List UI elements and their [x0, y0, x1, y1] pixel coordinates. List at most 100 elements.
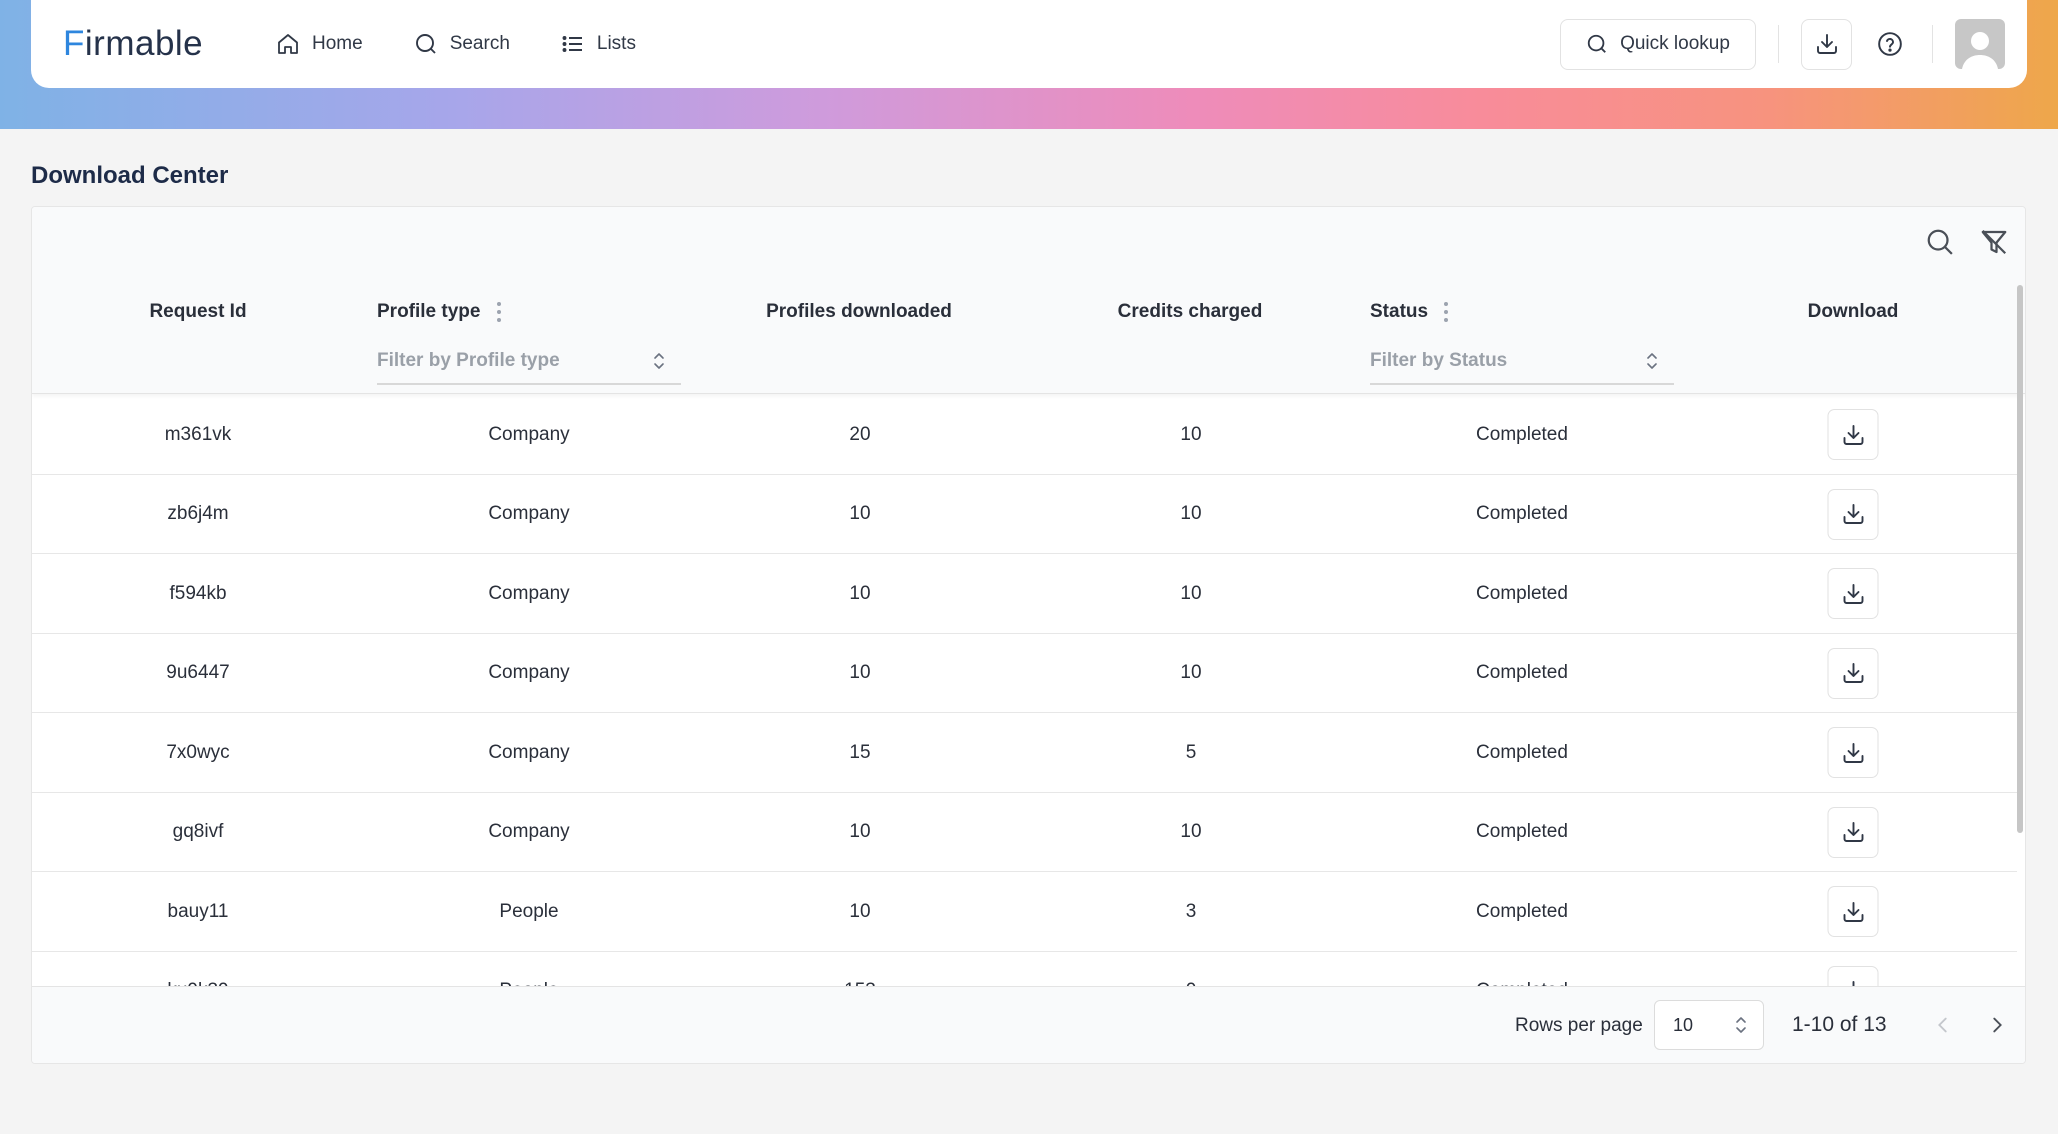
cell-credits-charged: 10 [1180, 821, 1202, 842]
quick-lookup-button[interactable]: Quick lookup [1560, 18, 1756, 70]
table-footer: Rows per page 10 1-10 of 13 [32, 986, 2025, 1063]
table-row: zb6j4m Company 10 10 Completed [32, 475, 2017, 554]
download-icon [1843, 424, 1863, 445]
quick-lookup-label: Quick lookup [1620, 33, 1730, 54]
download-icon [1843, 663, 1863, 683]
cell-profiles-downloaded: 15 [849, 741, 871, 763]
cell-profile-type: Company [488, 582, 570, 604]
column-header-request-id[interactable]: Request Id [149, 301, 247, 322]
help-icon [1878, 32, 1902, 56]
filter-off-icon [1981, 229, 2007, 255]
header-tools: Quick lookup [1560, 0, 2005, 88]
cell-credits-charged: 10 [1180, 503, 1202, 524]
row-download-button[interactable] [1827, 727, 1879, 778]
cell-request-id: f594kb [169, 582, 227, 604]
previous-page-button[interactable] [1927, 1009, 1959, 1041]
nav-item-lists[interactable]: Lists [561, 32, 636, 56]
row-download-button[interactable] [1827, 647, 1879, 699]
nav-item-search[interactable]: Search [414, 32, 510, 56]
table-search-button[interactable] [1925, 227, 1955, 257]
help-button[interactable] [1870, 19, 1910, 70]
home-icon [278, 34, 298, 54]
downloads-button[interactable] [1801, 18, 1852, 70]
next-page-button[interactable] [1981, 1009, 2013, 1041]
cell-profile-type: People [499, 900, 559, 922]
cell-request-id: m361vk [164, 423, 232, 445]
column-header-status[interactable]: Status [1370, 301, 1449, 323]
cell-profile-type: Company [488, 741, 570, 763]
row-download-button[interactable] [1827, 806, 1879, 858]
table-row: 9u6447 Company 10 10 Completed [32, 634, 2017, 713]
header-divider [1778, 25, 1779, 63]
cell-download [1827, 793, 1879, 872]
cell-request-id: 7x0wyc [166, 741, 230, 763]
download-icon [1816, 34, 1837, 54]
row-download-button[interactable] [1827, 568, 1879, 619]
cell-status: Completed [1476, 423, 1568, 445]
chevron-left-icon [1938, 1017, 1947, 1033]
row-download-button[interactable] [1827, 409, 1879, 460]
cell-profile-type: Company [488, 503, 570, 524]
download-icon [1843, 504, 1863, 524]
row-download-button[interactable] [1827, 488, 1879, 540]
table-row: m361vk Company 20 10 Completed [32, 395, 2017, 475]
column-header-download: Download [1807, 301, 1899, 322]
cell-profiles-downloaded: 10 [849, 582, 871, 604]
cell-request-id: gq8ivf [172, 821, 224, 842]
status-filter-placeholder: Filter by Status [1370, 350, 1508, 371]
download-icon [1843, 742, 1863, 763]
sort-toggle-icon [1647, 353, 1657, 369]
column-header-credits-charged[interactable]: Credits charged [1117, 301, 1263, 322]
cell-credits-charged: 10 [1180, 423, 1202, 445]
table-body: m361vk Company 20 10 Completed zb6j4m Company 1… [32, 395, 2017, 993]
status-filter[interactable]: Filter by Status [1370, 339, 1674, 385]
cell-download [1827, 475, 1879, 554]
table-row: gq8ivf Company 10 10 Completed [32, 793, 2017, 872]
list-icon [562, 36, 582, 52]
cell-status: Completed [1476, 741, 1568, 763]
column-menu-icon[interactable] [496, 301, 502, 323]
column-menu-icon[interactable] [1443, 301, 1449, 323]
nav-item-home[interactable]: Home [276, 32, 363, 56]
chevron-right-icon [1993, 1017, 2002, 1033]
logo-initial: F [63, 24, 85, 63]
sort-toggle-icon [1736, 1017, 1746, 1033]
search-icon [1927, 229, 1953, 255]
rows-per-page-label: Rows per page [1515, 1015, 1643, 1036]
cell-profile-type: Company [488, 423, 570, 445]
nav-label-search: Search [449, 33, 510, 54]
cell-request-id: zb6j4m [167, 503, 229, 524]
cell-credits-charged: 5 [1185, 741, 1197, 763]
table-row: bauy11 People 10 3 Completed [32, 872, 2017, 952]
cell-status: Completed [1476, 662, 1568, 683]
download-table-card: Request Id Profile type Profiles downloa… [31, 206, 2026, 1064]
cell-profile-type: Company [488, 821, 570, 842]
table-scrollbar-thumb[interactable] [2017, 285, 2023, 833]
row-download-button[interactable] [1827, 886, 1879, 937]
profile-type-filter[interactable]: Filter by Profile type [377, 339, 681, 385]
cell-request-id: 9u6447 [166, 662, 230, 683]
column-header-profile-type[interactable]: Profile type [377, 301, 502, 323]
cell-profiles-downloaded: 10 [849, 821, 871, 842]
cell-download [1827, 554, 1879, 633]
user-avatar[interactable] [1955, 19, 2005, 69]
cell-profiles-downloaded: 20 [849, 423, 871, 445]
logo-text: irmable [84, 24, 204, 63]
search-icon [1587, 34, 1606, 53]
rows-per-page-select[interactable]: 10 [1654, 1000, 1764, 1050]
search-icon [415, 34, 436, 54]
cell-profiles-downloaded: 10 [849, 503, 871, 524]
clear-filters-button[interactable] [1979, 227, 2009, 257]
cell-status: Completed [1476, 821, 1568, 842]
header-divider [1932, 25, 1933, 63]
table-row: f594kb Company 10 10 Completed [32, 554, 2017, 634]
nav-label-lists: Lists [596, 33, 636, 54]
rows-per-page-value: 10 [1673, 1014, 1694, 1035]
cell-download [1827, 634, 1879, 713]
sort-toggle-icon [654, 353, 664, 369]
cell-credits-charged: 10 [1180, 582, 1202, 604]
column-header-profiles-downloaded[interactable]: Profiles downloaded [766, 301, 952, 322]
pagination-controls [1927, 1009, 2025, 1041]
